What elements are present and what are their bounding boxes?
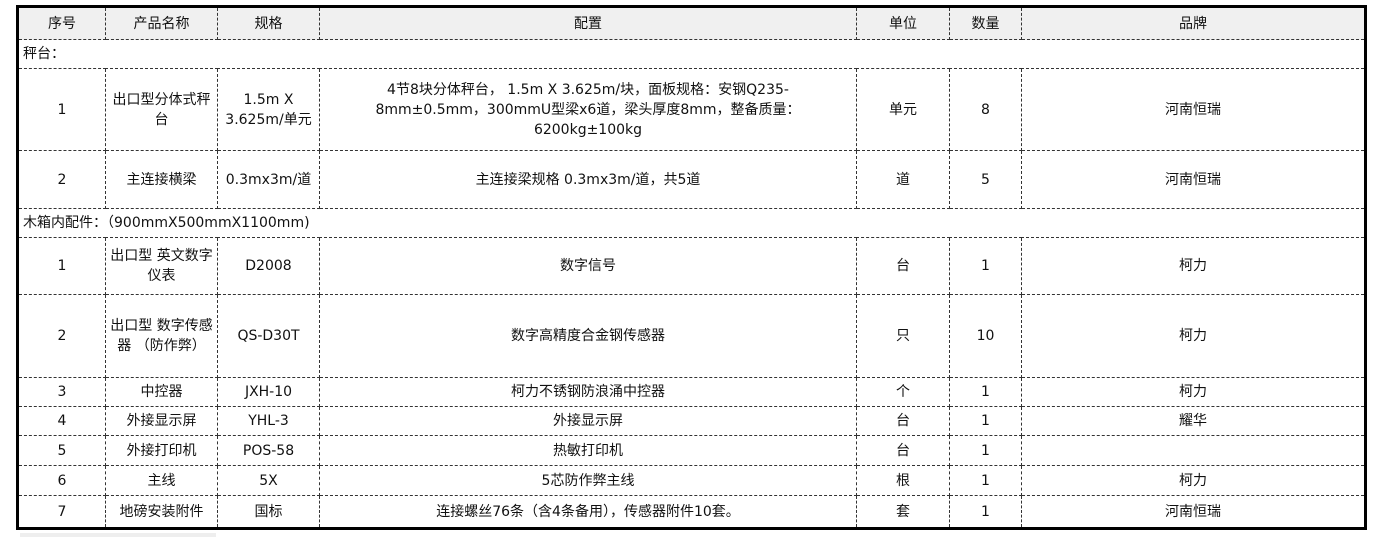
cell-brand bbox=[1021, 435, 1366, 466]
cell-no: 6 bbox=[17, 465, 106, 496]
cell-name: 外接打印机 bbox=[105, 435, 218, 466]
equipment-list-table: 序号 产品名称 规格 配置 单位 数量 品牌 秤台： 1 出口型分体式秤台 1.5m … bbox=[16, 5, 1367, 530]
cell-unit: 单元 bbox=[856, 68, 950, 151]
cell-spec: QS-D30T bbox=[217, 294, 320, 378]
cell-unit: 道 bbox=[856, 150, 950, 209]
cell-qty: 8 bbox=[949, 68, 1022, 151]
table-row: 6 主线 5X 5芯防作弊主线根 1 柯力 bbox=[17, 465, 1366, 496]
section-title: 木箱内配件：（900mmX500mmX1100mm) bbox=[17, 208, 1366, 238]
cell-name: 外接显示屏 bbox=[105, 406, 218, 436]
cell-qty: 10 bbox=[949, 294, 1022, 378]
cell-brand: 河南恒瑞 bbox=[1021, 150, 1366, 209]
header-row: 序号 产品名称 规格 配置 单位 数量 品牌 bbox=[17, 6, 1366, 40]
cell-spec: 国标 bbox=[217, 495, 320, 529]
cell-qty: 1 bbox=[949, 435, 1022, 466]
table-row: 2 主连接横梁 0.3mx3m/道 主连接梁规格 0.3mx3m/道，共5道道 5 河南恒… bbox=[17, 150, 1366, 209]
cell-spec: 1.5m X 3.625m/单元 bbox=[217, 68, 320, 151]
cell-brand: 柯力 bbox=[1021, 377, 1366, 407]
cell-unit: 台 bbox=[856, 406, 950, 436]
cell-no: 1 bbox=[17, 68, 106, 151]
cell-name: 主连接横梁 bbox=[105, 150, 218, 209]
cell-brand: 河南恒瑞 bbox=[1021, 495, 1366, 529]
cell-no: 5 bbox=[17, 435, 106, 466]
cell-config: 柯力不锈钢防浪涌中控器 bbox=[319, 377, 857, 407]
cell-unit: 套 bbox=[856, 495, 950, 529]
cell-name: 出口型分体式秤台 bbox=[105, 68, 218, 151]
cell-qty: 1 bbox=[949, 465, 1022, 496]
cell-qty: 1 bbox=[949, 406, 1022, 436]
cell-config: 主连接梁规格 0.3mx3m/道，共5道 bbox=[319, 150, 857, 209]
cell-unit: 只 bbox=[856, 294, 950, 378]
cell-no: 1 bbox=[17, 237, 106, 295]
header-qty: 数量 bbox=[949, 6, 1022, 40]
cell-spec: YHL-3 bbox=[217, 406, 320, 436]
cell-spec: D2008 bbox=[217, 237, 320, 295]
cell-config: 外接显示屏 bbox=[319, 406, 857, 436]
table-row: 1 出口型 英文数字仪表 D2008 数字信号台 1 柯力 bbox=[17, 237, 1366, 295]
header-no: 序号 bbox=[17, 6, 106, 40]
header-config: 配置 bbox=[319, 6, 857, 40]
cell-no: 3 bbox=[17, 377, 106, 407]
cell-qty: 1 bbox=[949, 237, 1022, 295]
cell-config: 4节8块分体秤台， 1.5m X 3.625m/块，面板规格：安钢Q235-8m… bbox=[319, 68, 857, 151]
cell-name: 地磅安装附件 bbox=[105, 495, 218, 529]
cell-config: 数字高精度合金钢传感器 bbox=[319, 294, 857, 378]
cell-no: 4 bbox=[17, 406, 106, 436]
header-brand: 品牌 bbox=[1021, 6, 1366, 40]
table-row: 5 外接打印机 POS-58 热敏打印机台 1 bbox=[17, 435, 1366, 466]
table-row: 7 地磅安装附件 国标 连接螺丝76条（含4条备用），传感器附件10套。套 1 河南恒瑞 bbox=[17, 495, 1366, 529]
cell-unit: 台 bbox=[856, 435, 950, 466]
cell-unit: 台 bbox=[856, 237, 950, 295]
cell-name: 出口型 数字传感器 （防作弊） bbox=[105, 294, 218, 378]
cell-qty: 1 bbox=[949, 377, 1022, 407]
cell-name: 主线 bbox=[105, 465, 218, 496]
header-name: 产品名称 bbox=[105, 6, 218, 40]
header-spec: 规格 bbox=[217, 6, 320, 40]
cell-config: 5芯防作弊主线 bbox=[319, 465, 857, 496]
section-row: 秤台： bbox=[17, 39, 1366, 69]
cell-unit: 个 bbox=[856, 377, 950, 407]
cell-name: 出口型 英文数字仪表 bbox=[105, 237, 218, 295]
cell-brand: 柯力 bbox=[1021, 237, 1366, 295]
cell-unit: 根 bbox=[856, 465, 950, 496]
table-row: 2 出口型 数字传感器 （防作弊） QS-D30T 数字高精度合金钢传感器只 10 柯力 bbox=[17, 294, 1366, 378]
table-row: 1 出口型分体式秤台 1.5m X 3.625m/单元 4节8块分体秤台， 1.5m … bbox=[17, 68, 1366, 151]
cell-no: 2 bbox=[17, 294, 106, 378]
section-row: 木箱内配件：（900mmX500mmX1100mm) bbox=[17, 208, 1366, 238]
table-row: 3 中控器 JXH-10 柯力不锈钢防浪涌中控器个 1 柯力 bbox=[17, 377, 1366, 407]
cell-spec: POS-58 bbox=[217, 435, 320, 466]
cell-spec: 0.3mx3m/道 bbox=[217, 150, 320, 209]
cell-brand: 河南恒瑞 bbox=[1021, 68, 1366, 151]
cell-no: 7 bbox=[17, 495, 106, 529]
cell-spec: 5X bbox=[217, 465, 320, 496]
cell-no: 2 bbox=[17, 150, 106, 209]
cell-brand: 柯力 bbox=[1021, 465, 1366, 496]
header-unit: 单位 bbox=[856, 6, 950, 40]
cell-config: 热敏打印机 bbox=[319, 435, 857, 466]
sheet-bottom-area bbox=[20, 533, 216, 537]
cell-brand: 耀华 bbox=[1021, 406, 1366, 436]
table-row: 4 外接显示屏 YHL-3 外接显示屏台 1 耀华 bbox=[17, 406, 1366, 436]
cell-qty: 5 bbox=[949, 150, 1022, 209]
cell-spec: JXH-10 bbox=[217, 377, 320, 407]
cell-config: 连接螺丝76条（含4条备用），传感器附件10套。 bbox=[319, 495, 857, 529]
section-title: 秤台： bbox=[17, 39, 1366, 69]
cell-name: 中控器 bbox=[105, 377, 218, 407]
cell-config: 数字信号 bbox=[319, 237, 857, 295]
cell-brand: 柯力 bbox=[1021, 294, 1366, 378]
cell-qty: 1 bbox=[949, 495, 1022, 529]
